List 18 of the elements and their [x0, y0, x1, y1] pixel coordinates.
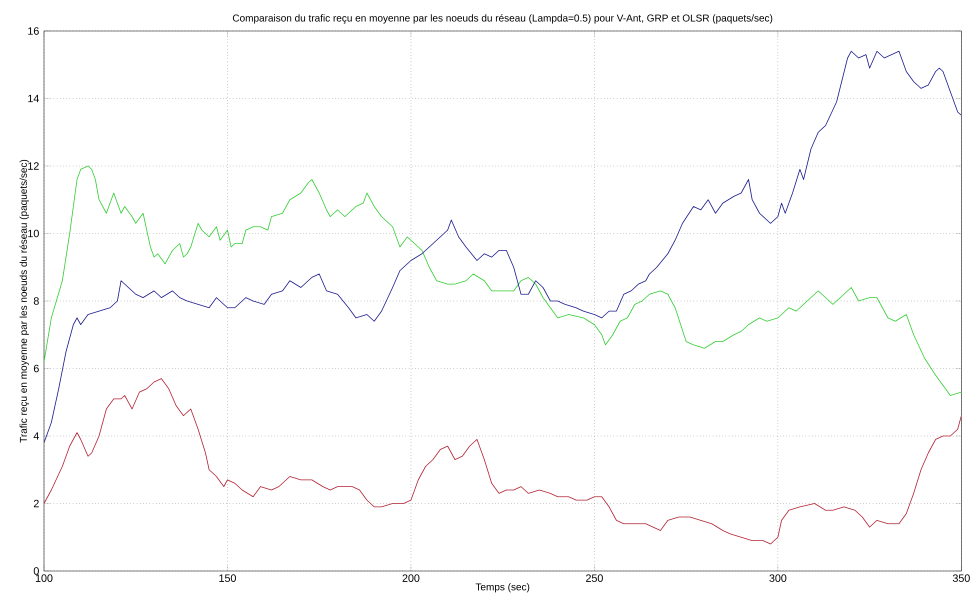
x-tick-label: 150	[219, 574, 236, 582]
chart-title: Comparaison du trafic reçu en moyenne par les noeuds du réseau (Lampda=0.5) pour V-Ant, GRP et OLSR (paquets/sec)	[232, 14, 772, 24]
y-tick-label: 8	[34, 297, 39, 305]
y-tick-label: 2	[34, 500, 39, 508]
y-tick-label: 16	[28, 27, 39, 35]
x-axis-title: Temps (sec)	[476, 583, 530, 592]
x-tick-label: 350	[952, 574, 970, 582]
x-tick-label: 300	[769, 574, 786, 582]
y-tick-label: 12	[28, 162, 39, 170]
x-tick-label: 100	[36, 574, 52, 582]
y-tick-label: 0	[34, 567, 39, 575]
y-tick-label: 4	[34, 432, 39, 440]
y-axis-title: Trafic reçu en moyenne par les noeuds du réseau (paquets/sec)	[19, 160, 29, 443]
y-tick-label: 6	[34, 364, 39, 372]
y-tick-label: 14	[28, 94, 39, 102]
y-tick-label: 10	[28, 230, 39, 238]
x-tick-label: 200	[402, 574, 420, 582]
x-tick-label: 250	[586, 574, 603, 582]
